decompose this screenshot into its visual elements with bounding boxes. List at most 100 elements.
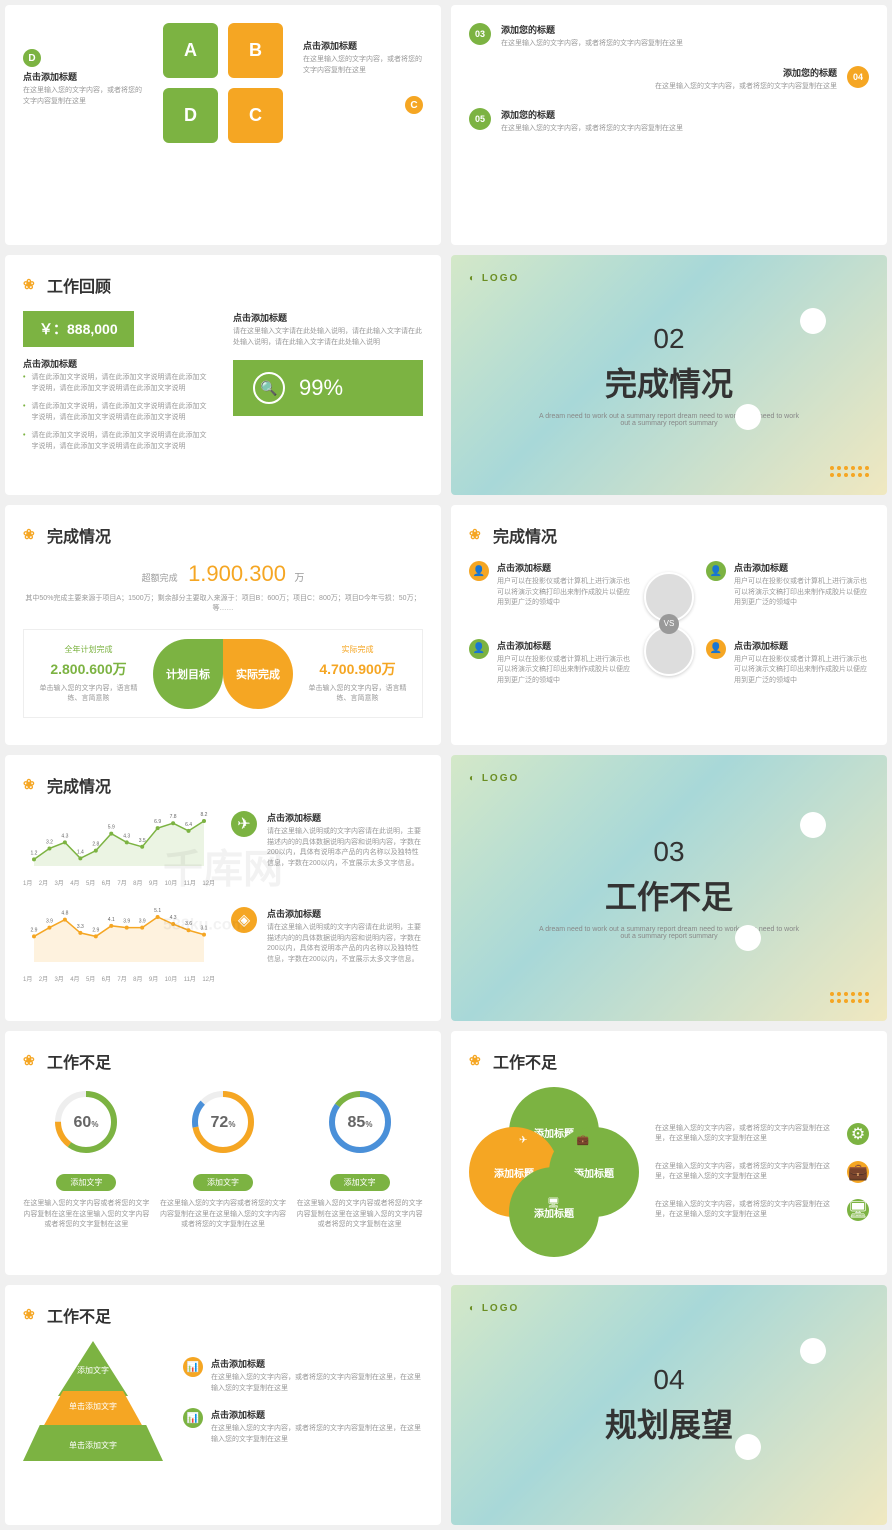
flower-icon — [23, 276, 41, 294]
center-images: VS — [644, 572, 694, 676]
briefcase-icon: 💼 — [577, 1135, 589, 1146]
dots-decoration — [830, 466, 869, 477]
svg-text:2.8: 2.8 — [92, 842, 99, 848]
puzzle-item-c: C — [303, 96, 423, 117]
plane-icon: ✈ — [231, 811, 257, 837]
svg-text:85%: 85% — [347, 1114, 372, 1131]
puzzle-item-b: 点击添加标题 在这里输入您的文字内容，或者将您的文字内容复制在这里 — [303, 39, 423, 76]
line-chart-2: 2.93.94.83.32.94.13.93.95.14.33.63.1 1月2… — [23, 907, 215, 983]
magnify-icon: 🔍 — [253, 372, 285, 404]
monitor-icon: 🖥 — [847, 1199, 869, 1221]
title-completion: 完成情况 — [47, 523, 111, 547]
slide-four-items: 完成情况 👤 点击添加标题用户可以在投影仪或者计算机上进行演示也可以将演示文稿打… — [451, 505, 887, 745]
briefcase-icon: 💼 — [847, 1161, 869, 1183]
svg-text:3.9: 3.9 — [123, 919, 130, 925]
percentage-box: 🔍 99% — [233, 360, 423, 416]
pyramid-chart: 添加文字 单击添加文字 单击添加文字 — [23, 1341, 163, 1461]
svg-text:8.2: 8.2 — [201, 812, 208, 818]
svg-text:3.9: 3.9 — [139, 919, 146, 925]
slide-puzzle: D 点击添加标题 在这里输入您的文字内容，或者将您的文字内容复制在这里 A B … — [5, 5, 441, 245]
user-icon: 👤 — [706, 561, 726, 581]
flower-icon — [23, 1306, 41, 1324]
slide-venn: 工作不足 添加标题 添加标题 添加标题 添加标题 ✈ 💼 🖥 在这里输入您的文字… — [451, 1031, 887, 1275]
num-item-03: 03 添加您的标题 在这里输入您的文字内容，或者将您的文字内容复制在这里 — [469, 23, 869, 50]
svg-text:5.9: 5.9 — [108, 825, 115, 831]
puzzle-graphic: A B C D — [163, 23, 283, 143]
donut-85: 85% 添加文字 在这里输入您的文字内容或者将您的文字内容复制在这里在这里输入您… — [296, 1087, 423, 1231]
flower-icon — [469, 526, 487, 544]
svg-text:1.2: 1.2 — [31, 850, 38, 856]
donut-60: 60% 添加文字 在这里输入您的文字内容或者将您的文字内容复制在这里在这里输入您… — [23, 1087, 150, 1231]
svg-text:3.3: 3.3 — [77, 924, 84, 930]
flower-icon — [469, 1052, 487, 1070]
leaf-plan: 计划目标 — [153, 639, 223, 709]
svg-text:4.3: 4.3 — [123, 833, 130, 839]
section-02: LOGO 02 完成情况 A dream need to work out a … — [451, 255, 887, 495]
svg-text:60%: 60% — [74, 1114, 99, 1131]
venn-item-1: 在这里输入您的文字内容，或者将您的文字内容复制在这里，在这里输入您的文字复制在这… — [655, 1123, 869, 1145]
svg-text:6.4: 6.4 — [185, 822, 192, 828]
monitor-icon: 🖥 — [547, 1198, 560, 1209]
gear-icon: ⚙ — [847, 1123, 869, 1145]
svg-text:6.9: 6.9 — [154, 819, 161, 825]
svg-text:3.6: 3.6 — [185, 921, 192, 927]
section-03: LOGO 03 工作不足 A dream need to work out a … — [451, 755, 887, 1021]
user-icon: 👤 — [469, 561, 489, 581]
badge-c: C — [405, 96, 423, 114]
venn-diagram: 添加标题 添加标题 添加标题 添加标题 ✈ 💼 🖥 — [469, 1087, 639, 1257]
num-item-04: 04 添加您的标题 在这里输入您的文字内容，或者将您的文字内容复制在这里 — [469, 66, 869, 93]
slide-plan-actual: 完成情况 超额完成 1.900.300 万 其中50%完成主要来源于项目A；15… — [5, 505, 441, 745]
price-box: ￥：888,000 — [23, 311, 134, 347]
chart-icon: 📊 — [183, 1408, 203, 1428]
tri-item-1: 📊 点击添加标题在这里输入您的文字内容，或者将您的文字内容复制在这里，在这里输入… — [183, 1357, 423, 1394]
svg-text:1.4: 1.4 — [77, 849, 84, 855]
plane-icon: ✈ — [519, 1135, 527, 1146]
svg-text:3.2: 3.2 — [46, 839, 53, 845]
badge-03: 03 — [469, 23, 491, 45]
flower-icon — [23, 776, 41, 794]
logo: LOGO — [469, 773, 519, 784]
num-item-05: 05 添加您的标题 在这里输入您的文字内容，或者将您的文字内容复制在这里 — [469, 108, 869, 135]
svg-text:3.5: 3.5 — [139, 838, 146, 844]
svg-text:7.8: 7.8 — [170, 814, 177, 820]
svg-text:3.1: 3.1 — [201, 926, 208, 932]
flower-icon — [23, 1052, 41, 1070]
svg-text:72%: 72% — [211, 1114, 236, 1131]
svg-text:4.3: 4.3 — [170, 915, 177, 921]
slide-work-review: 工作回顾 ￥：888,000 点击添加标题 请在此添加文字说明，请在此添加文字说… — [5, 255, 441, 495]
svg-text:4.1: 4.1 — [108, 917, 115, 923]
vs-badge: VS — [659, 614, 679, 634]
overflow-value: 1.900.300 — [188, 561, 286, 586]
svg-text:5.1: 5.1 — [154, 908, 161, 914]
puzzle-item-d: D 点击添加标题 在这里输入您的文字内容，或者将您的文字内容复制在这里 — [23, 49, 143, 107]
flower-icon — [23, 526, 41, 544]
svg-text:2.9: 2.9 — [31, 927, 38, 933]
diamond-icon: ◈ — [231, 907, 257, 933]
section-04: LOGO 04 规划展望 — [451, 1285, 887, 1525]
line-chart-1: 1.23.24.31.42.85.94.33.56.97.86.48.2 1月2… — [23, 811, 215, 887]
slide-triangle: 工作不足 添加文字 单击添加文字 单击添加文字 📊 点击添加标题在这里输入您的文… — [5, 1285, 441, 1525]
compare-chart: 全年计划完成 2.800.600万 单击输入您的文字内容，语言精练、言简意赅 计… — [23, 629, 423, 718]
four-item-1: 👤 点击添加标题用户可以在投影仪或者计算机上进行演示也可以将演示文稿打印出来制作… — [469, 561, 632, 609]
venn-item-3: 在这里输入您的文字内容，或者将您的文字内容复制在这里，在这里输入您的文字复制在这… — [655, 1199, 869, 1221]
leaf-actual: 实际完成 — [223, 639, 293, 709]
badge-04: 04 — [847, 66, 869, 88]
svg-text:4.8: 4.8 — [61, 911, 68, 917]
title-work-review: 工作回顾 — [47, 273, 111, 297]
svg-text:4.3: 4.3 — [61, 833, 68, 839]
badge-d: D — [23, 49, 41, 67]
badge-05: 05 — [469, 108, 491, 130]
slide-line-charts: 完成情况 1.23.24.31.42.85.94.33.56.97.86.48.… — [5, 755, 441, 1021]
svg-text:2.9: 2.9 — [92, 927, 99, 933]
user-icon: 👤 — [706, 639, 726, 659]
chart-icon: 📊 — [183, 1357, 203, 1377]
slide-numbered-list: 03 添加您的标题 在这里输入您的文字内容，或者将您的文字内容复制在这里 04 … — [451, 5, 887, 245]
slide-donuts: 工作不足 60% 添加文字 在这里输入您的文字内容或者将您的文字内容复制在这里在… — [5, 1031, 441, 1275]
venn-item-2: 在这里输入您的文字内容，或者将您的文字内容复制在这里，在这里输入您的文字复制在这… — [655, 1161, 869, 1183]
donut-72: 72% 添加文字 在这里输入您的文字内容或者将您的文字内容复制在这里在这里输入您… — [160, 1087, 287, 1231]
logo: LOGO — [469, 1303, 519, 1314]
four-item-2: 👤 点击添加标题用户可以在投影仪或者计算机上进行演示也可以将演示文稿打印出来制作… — [706, 561, 869, 609]
four-item-4: 👤 点击添加标题用户可以在投影仪或者计算机上进行演示也可以将演示文稿打印出来制作… — [706, 639, 869, 687]
dots-decoration — [830, 992, 869, 1003]
logo: LOGO — [469, 273, 519, 284]
